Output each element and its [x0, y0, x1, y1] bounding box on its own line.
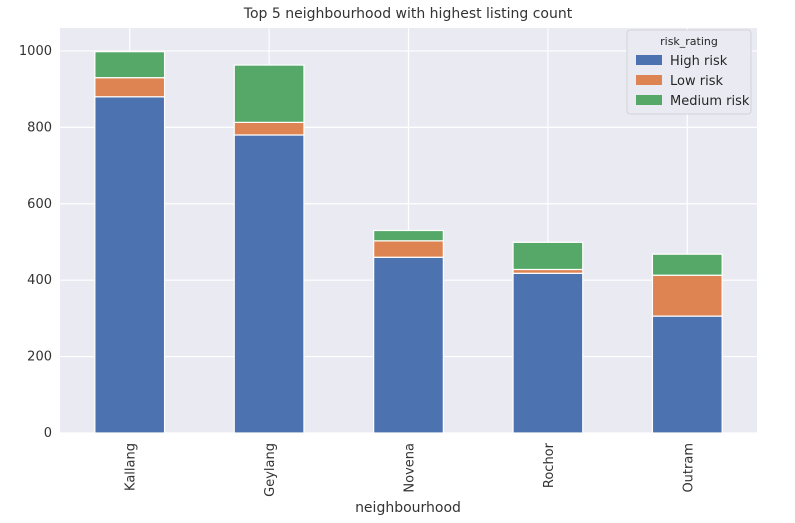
bar-segment-high-risk — [94, 96, 166, 434]
y-tick-label: 600 — [27, 197, 52, 212]
x-axis-label: neighbourhood — [355, 500, 461, 516]
bar-segment-medium-risk — [233, 64, 305, 123]
legend: risk_rating High risk Low risk Medium risk — [626, 29, 752, 115]
x-tick-label: Kallang — [124, 443, 139, 491]
y-tick-label: 1000 — [19, 44, 52, 59]
y-tick-label: 0 — [44, 426, 52, 441]
legend-title: risk_rating — [660, 35, 718, 48]
bar-segment-medium-risk — [373, 229, 444, 242]
chart-title: Top 5 neighbourhood with highest listing… — [243, 6, 573, 22]
bar-segment-high-risk — [373, 256, 444, 434]
x-tick-label: Rochor — [542, 442, 557, 488]
bar-segment-medium-risk — [651, 253, 723, 276]
y-tick-label: 400 — [27, 273, 52, 288]
legend-label: High risk — [670, 54, 728, 69]
bar-segment-low-risk — [94, 77, 166, 98]
legend-swatch — [636, 55, 662, 65]
bar-segment-low-risk — [233, 121, 305, 136]
x-tick-label: Geylang — [263, 443, 278, 497]
bar-segment-high-risk — [512, 272, 584, 434]
x-tick-label: Outram — [681, 443, 696, 493]
legend-swatch — [636, 95, 662, 105]
legend-box — [626, 29, 752, 115]
bar-segment-high-risk — [651, 315, 723, 434]
bar-segment-medium-risk — [94, 51, 166, 79]
legend-items: High risk Low risk Medium risk — [636, 54, 750, 109]
bar-segment-medium-risk — [512, 241, 584, 271]
bar-segment-low-risk — [373, 240, 444, 258]
x-axis-ticks: Kallang Geylang Novena Rochor Outram — [124, 442, 697, 496]
legend-swatch — [636, 75, 662, 85]
x-tick-label: Novena — [403, 443, 418, 493]
y-tick-label: 200 — [27, 350, 52, 365]
bar-segment-high-risk — [233, 134, 305, 434]
legend-label: Medium risk — [670, 94, 750, 109]
bar-stack-group — [94, 51, 723, 434]
y-tick-label: 800 — [27, 120, 52, 135]
bar-segment-low-risk — [651, 274, 723, 317]
y-axis-ticks: 0 200 400 600 800 1000 — [19, 44, 52, 441]
legend-label: Low risk — [670, 74, 723, 89]
